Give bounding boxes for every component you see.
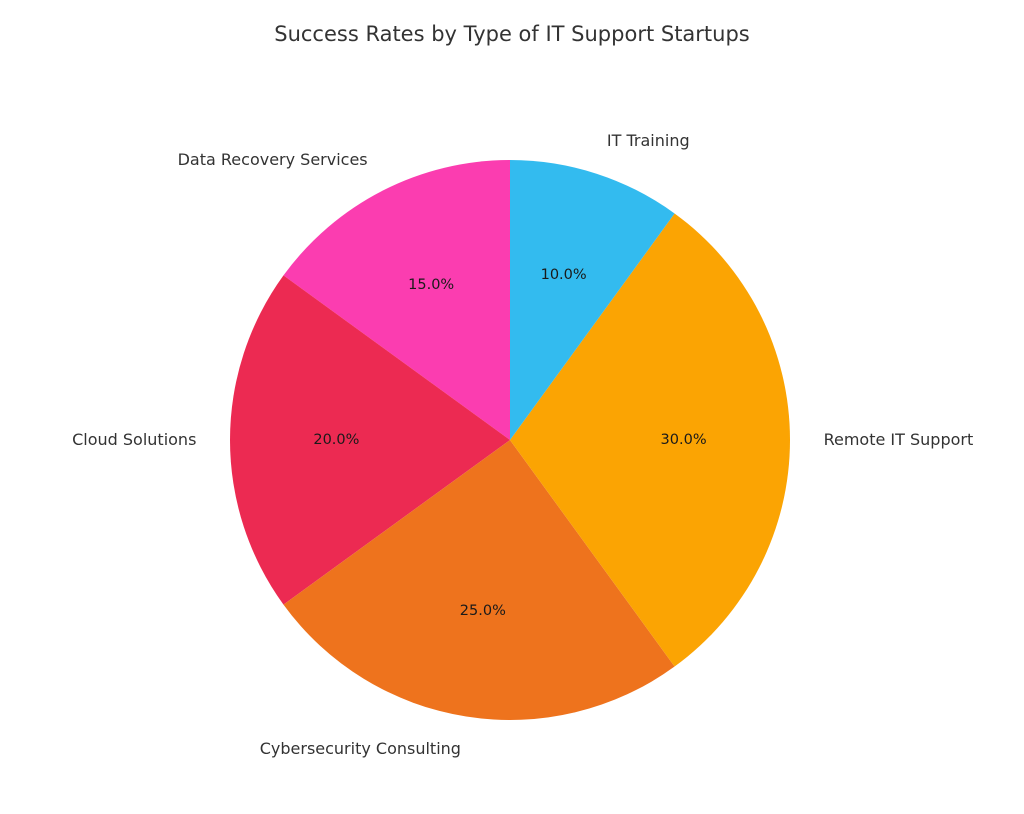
slice-label: Cybersecurity Consulting: [260, 739, 461, 758]
slice-label: Cloud Solutions: [72, 430, 196, 449]
pct-label: 15.0%: [408, 277, 454, 293]
pct-label: 25.0%: [460, 603, 506, 619]
pie-svg: [0, 0, 1024, 814]
slice-label: Data Recovery Services: [178, 150, 368, 169]
pct-label: 30.0%: [661, 432, 707, 448]
slice-label: Remote IT Support: [824, 430, 974, 449]
pct-label: 20.0%: [313, 432, 359, 448]
slice-label: IT Training: [607, 131, 690, 150]
pct-label: 10.0%: [541, 267, 587, 283]
chart-canvas: Success Rates by Type of IT Support Star…: [0, 0, 1024, 814]
